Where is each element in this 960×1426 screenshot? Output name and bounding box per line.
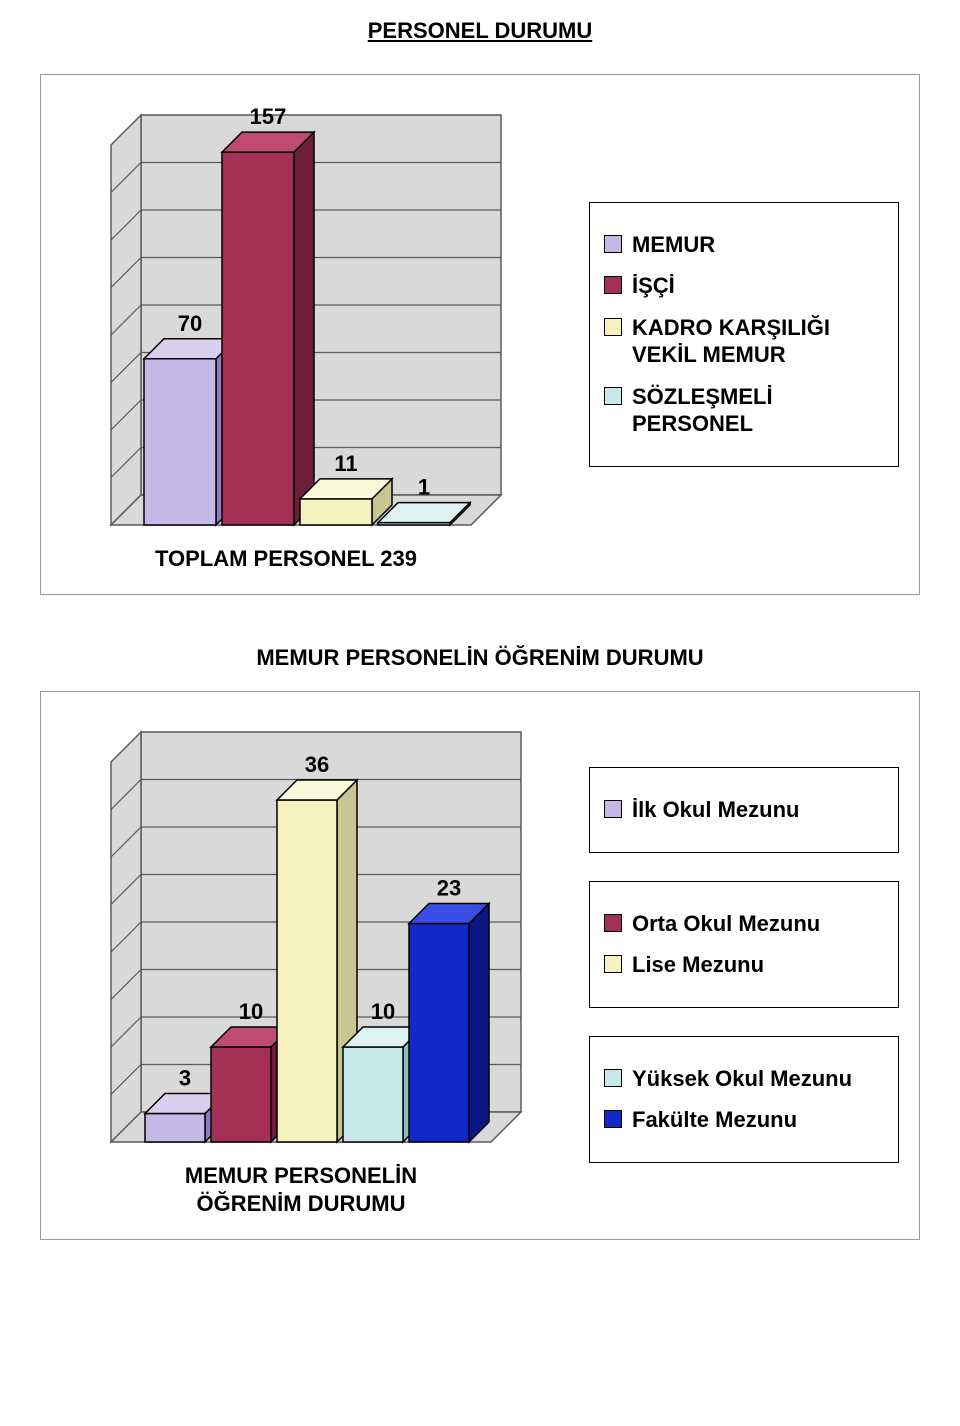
legend-swatch (604, 955, 622, 973)
legend-swatch (604, 914, 622, 932)
chart1-frame: 70157111 TOPLAM PERSONEL 239 MEMURİŞÇİKA… (40, 74, 920, 595)
legend-subbox: Yüksek Okul Mezunu Fakülte Mezunu (589, 1036, 899, 1163)
legend-swatch (604, 318, 622, 336)
legend-label: SÖZLEŞMELİ PERSONEL (632, 383, 884, 438)
legend-item: Yüksek Okul Mezunu (604, 1065, 884, 1093)
legend-label: Orta Okul Mezunu (632, 910, 820, 938)
svg-text:70: 70 (178, 311, 202, 336)
legend-label: KADRO KARŞILIĞI VEKİL MEMUR (632, 314, 884, 369)
chart1-caption: TOPLAM PERSONEL 239 (155, 545, 417, 574)
legend-subbox: İlk Okul Mezunu (589, 767, 899, 853)
legend-item: KADRO KARŞILIĞI VEKİL MEMUR (604, 314, 884, 369)
svg-text:1: 1 (418, 475, 430, 500)
legend-label: Lise Mezunu (632, 951, 764, 979)
svg-text:11: 11 (334, 451, 357, 476)
chart1-legend: MEMUR İŞÇİ KADRO KARŞILIĞI VEKİL MEMUR SÖZL… (589, 202, 899, 467)
legend-swatch (604, 800, 622, 818)
legend-swatch (604, 235, 622, 253)
legend-item: Lise Mezunu (604, 951, 884, 979)
legend-item: MEMUR (604, 231, 884, 259)
chart2-frame: 3 10 36 10 23 MEMUR PERSONELİNÖĞRENİM DURUMU… (40, 691, 920, 1240)
svg-text:157: 157 (250, 104, 287, 129)
svg-text:23: 23 (437, 875, 461, 900)
legend-label: İŞÇİ (632, 272, 675, 300)
legend-swatch (604, 387, 622, 405)
legend-swatch (604, 1110, 622, 1128)
svg-text:36: 36 (305, 752, 329, 777)
section2-title: MEMUR PERSONELİN ÖĞRENİM DURUMU (0, 645, 960, 671)
legend-label: İlk Okul Mezunu (632, 796, 799, 824)
chart2-legend: İlk Okul Mezunu Orta Okul Mezunu Lise Mezu… (589, 767, 899, 1163)
legend-subbox: Orta Okul Mezunu Lise Mezunu (589, 881, 899, 1008)
page-title: PERSONEL DURUMU (0, 18, 960, 44)
legend-item: Orta Okul Mezunu (604, 910, 884, 938)
svg-text:10: 10 (239, 999, 263, 1024)
chart2-plot: 3 10 36 10 23 (71, 712, 541, 1152)
legend-item: SÖZLEŞMELİ PERSONEL (604, 383, 884, 438)
legend-swatch (604, 276, 622, 294)
legend-item: Fakülte Mezunu (604, 1106, 884, 1134)
svg-text:3: 3 (179, 1065, 191, 1090)
legend-item: İŞÇİ (604, 272, 884, 300)
chart2-caption: MEMUR PERSONELİNÖĞRENİM DURUMU (185, 1162, 417, 1219)
legend-swatch (604, 1069, 622, 1087)
legend-label: Fakülte Mezunu (632, 1106, 797, 1134)
legend-label: Yüksek Okul Mezunu (632, 1065, 852, 1093)
legend-item: İlk Okul Mezunu (604, 796, 884, 824)
chart1-plot: 70157111 (71, 95, 511, 535)
svg-text:10: 10 (371, 999, 395, 1024)
legend-label: MEMUR (632, 231, 715, 259)
